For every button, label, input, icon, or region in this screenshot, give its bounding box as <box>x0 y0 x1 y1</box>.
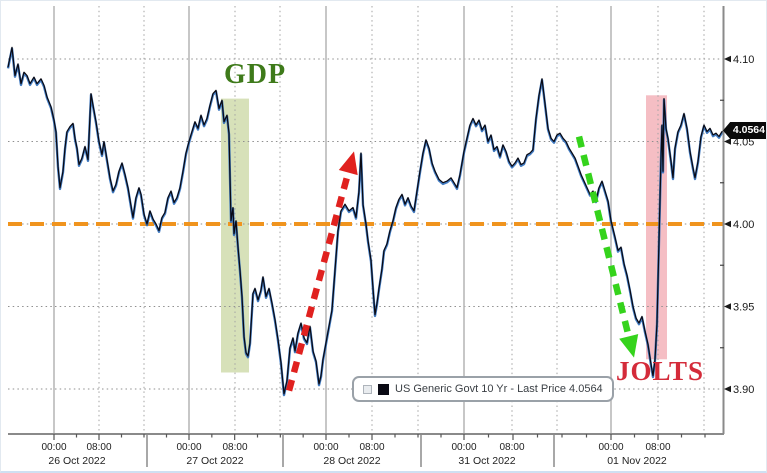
x-date-label: 31 Oct 2022 <box>458 455 515 467</box>
y-tick-arrow-icon <box>724 303 731 310</box>
y-tick-label: 3.90 <box>733 384 754 396</box>
selloff-arrow <box>575 135 634 345</box>
y-tick-arrow-icon <box>724 385 731 393</box>
x-date-label: 01 Nov 2022 <box>607 455 667 467</box>
y-tick-label: 3.95 <box>733 302 754 314</box>
x-time-label: 08:00 <box>86 442 111 453</box>
selloff-arrow-head-icon <box>619 334 639 358</box>
series-swatch-icon <box>378 383 389 395</box>
x-time-label: 00:00 <box>41 442 66 453</box>
x-time-label: 08:00 <box>499 442 524 453</box>
x-time-label: 00:00 <box>451 442 476 453</box>
y-tick-arrow-icon <box>724 55 731 63</box>
x-time-label: 08:00 <box>222 442 247 453</box>
x-time-label: 08:00 <box>359 442 384 453</box>
x-date-label: 26 Oct 2022 <box>48 455 105 467</box>
last-price-badge: 4.0564 <box>723 122 766 139</box>
x-time-label: 08:00 <box>645 442 670 453</box>
rally-arrow-head-icon <box>338 151 358 176</box>
x-date-label: 28 Oct 2022 <box>323 455 380 467</box>
gdp-annotation-label: GDP <box>224 59 287 90</box>
y-tick-arrow-icon <box>724 220 731 228</box>
x-time-label: 00:00 <box>313 442 338 453</box>
price-line <box>7 46 725 395</box>
legend-label: US Generic Govt 10 Yr - Last Price 4.056… <box>395 383 603 395</box>
legend-checkbox-icon[interactable] <box>363 384 372 394</box>
legend[interactable]: US Generic Govt 10 Yr - Last Price 4.056… <box>352 376 614 402</box>
jolts-annotation-label: JOLTS <box>616 356 705 386</box>
y-tick-arrow-icon <box>724 138 731 145</box>
y-tick-label: 4.05 <box>733 137 754 149</box>
rally-arrow <box>285 164 354 392</box>
y-tick-label: 4.00 <box>733 219 754 231</box>
x-time-label: 00:00 <box>176 442 201 453</box>
y-tick-label: 4.10 <box>733 54 754 66</box>
x-date-label: 27 Oct 2022 <box>186 455 243 467</box>
x-time-label: 00:00 <box>598 442 623 453</box>
